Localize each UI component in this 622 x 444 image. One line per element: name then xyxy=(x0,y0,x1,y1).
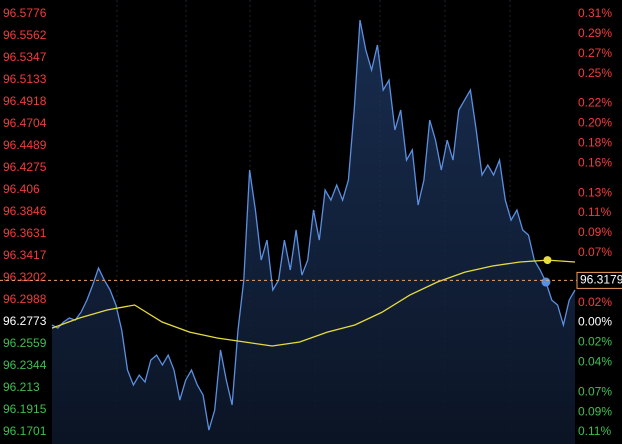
y2-tick-label: 0.20% xyxy=(578,116,612,130)
y-tick-label: 96.5776 xyxy=(3,6,47,20)
y2-tick-label: 0.18% xyxy=(578,136,612,150)
y-tick-label: 96.2559 xyxy=(3,336,47,350)
y-tick-label: 96.4918 xyxy=(3,94,47,108)
y2-tick-label: 0.00% xyxy=(578,315,612,329)
plot: 96.5776 96.5562 96.5347 96.5133 96.4918 96.47… xyxy=(0,6,622,444)
avg-marker xyxy=(543,256,552,265)
current-price-label: 96.3179 xyxy=(580,273,622,287)
y2-tick-label: 0.07% xyxy=(578,245,612,259)
y2-tick-label: 0.27% xyxy=(578,46,612,60)
y-tick-label: 96.4489 xyxy=(3,138,47,152)
area xyxy=(52,20,575,444)
y-tick-label: 96.2773 xyxy=(3,314,47,328)
y2-tick-label: 0.11% xyxy=(578,424,611,438)
y2-tick-label: 0.09% xyxy=(578,225,612,239)
y2-tick-label: 0.31% xyxy=(578,6,612,20)
y2-tick-label: 0.07% xyxy=(578,384,612,398)
y-tick-label: 96.4275 xyxy=(3,160,47,174)
current-price-box xyxy=(576,271,622,289)
y-tick-label: 96.3846 xyxy=(3,204,47,218)
y-tick-label: 96.3417 xyxy=(3,248,47,262)
y-tick-label: 96.3631 xyxy=(3,226,47,240)
y2-tick-label: 0.11% xyxy=(578,205,611,219)
y-tick-label: 96.5562 xyxy=(3,28,47,42)
y2-tick-label: 0.22% xyxy=(578,96,612,110)
y-tick-label: 96.1701 xyxy=(3,424,47,438)
y2-tick-label: 0.04% xyxy=(578,355,612,369)
y2-tick-label: 0.25% xyxy=(578,66,612,80)
y-tick-label: 96.5347 xyxy=(3,50,47,64)
price-marker xyxy=(541,277,551,287)
y-tick-label: 96.5133 xyxy=(3,72,47,86)
y-tick-label: 96.2344 xyxy=(3,358,47,372)
y-tick-label: 96.3202 xyxy=(3,270,47,284)
y2-tick-label: 0.02% xyxy=(578,335,612,349)
y-tick-label: 96.406 xyxy=(3,182,40,196)
line xyxy=(51,259,576,347)
y2-tick-label: 0.29% xyxy=(578,26,612,40)
y2-tick-label: 0.16% xyxy=(578,155,612,169)
y-tick-label: 96.2988 xyxy=(3,292,47,306)
y-tick-label: 96.1915 xyxy=(3,402,47,416)
y2-tick-label: 0.02% xyxy=(578,295,612,309)
y-tick-label: 96.213 xyxy=(3,380,40,394)
line xyxy=(51,19,576,431)
y2-tick-label: 0.09% xyxy=(578,404,612,418)
y-tick-label: 96.4704 xyxy=(3,116,47,130)
y2-tick-label: 0.13% xyxy=(578,185,612,199)
